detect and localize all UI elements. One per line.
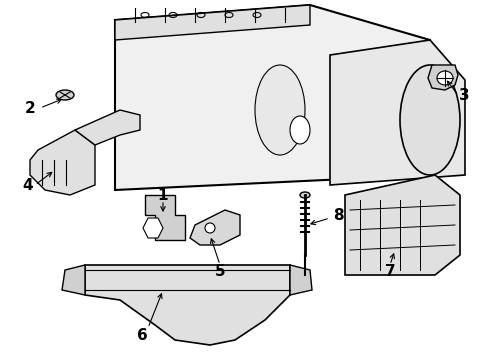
Polygon shape (115, 5, 430, 190)
Polygon shape (30, 130, 95, 195)
Ellipse shape (300, 192, 310, 198)
Polygon shape (290, 265, 312, 295)
Polygon shape (115, 5, 310, 40)
Polygon shape (345, 175, 460, 275)
Ellipse shape (400, 65, 460, 175)
Ellipse shape (56, 90, 74, 100)
Polygon shape (62, 265, 85, 295)
Text: 6: 6 (137, 328, 147, 342)
Text: 3: 3 (459, 87, 469, 103)
Polygon shape (145, 195, 185, 240)
Polygon shape (428, 65, 458, 90)
Polygon shape (75, 110, 140, 145)
Ellipse shape (205, 223, 215, 233)
Text: 8: 8 (333, 207, 343, 222)
Text: 7: 7 (385, 265, 395, 279)
Ellipse shape (255, 65, 305, 155)
Text: 4: 4 (23, 177, 33, 193)
Ellipse shape (290, 116, 310, 144)
Polygon shape (143, 218, 163, 238)
Polygon shape (85, 265, 290, 345)
Text: 2: 2 (24, 100, 35, 116)
Polygon shape (190, 210, 240, 245)
Polygon shape (330, 40, 465, 185)
Text: 1: 1 (158, 188, 168, 202)
Text: 5: 5 (215, 265, 225, 279)
Ellipse shape (437, 71, 453, 85)
